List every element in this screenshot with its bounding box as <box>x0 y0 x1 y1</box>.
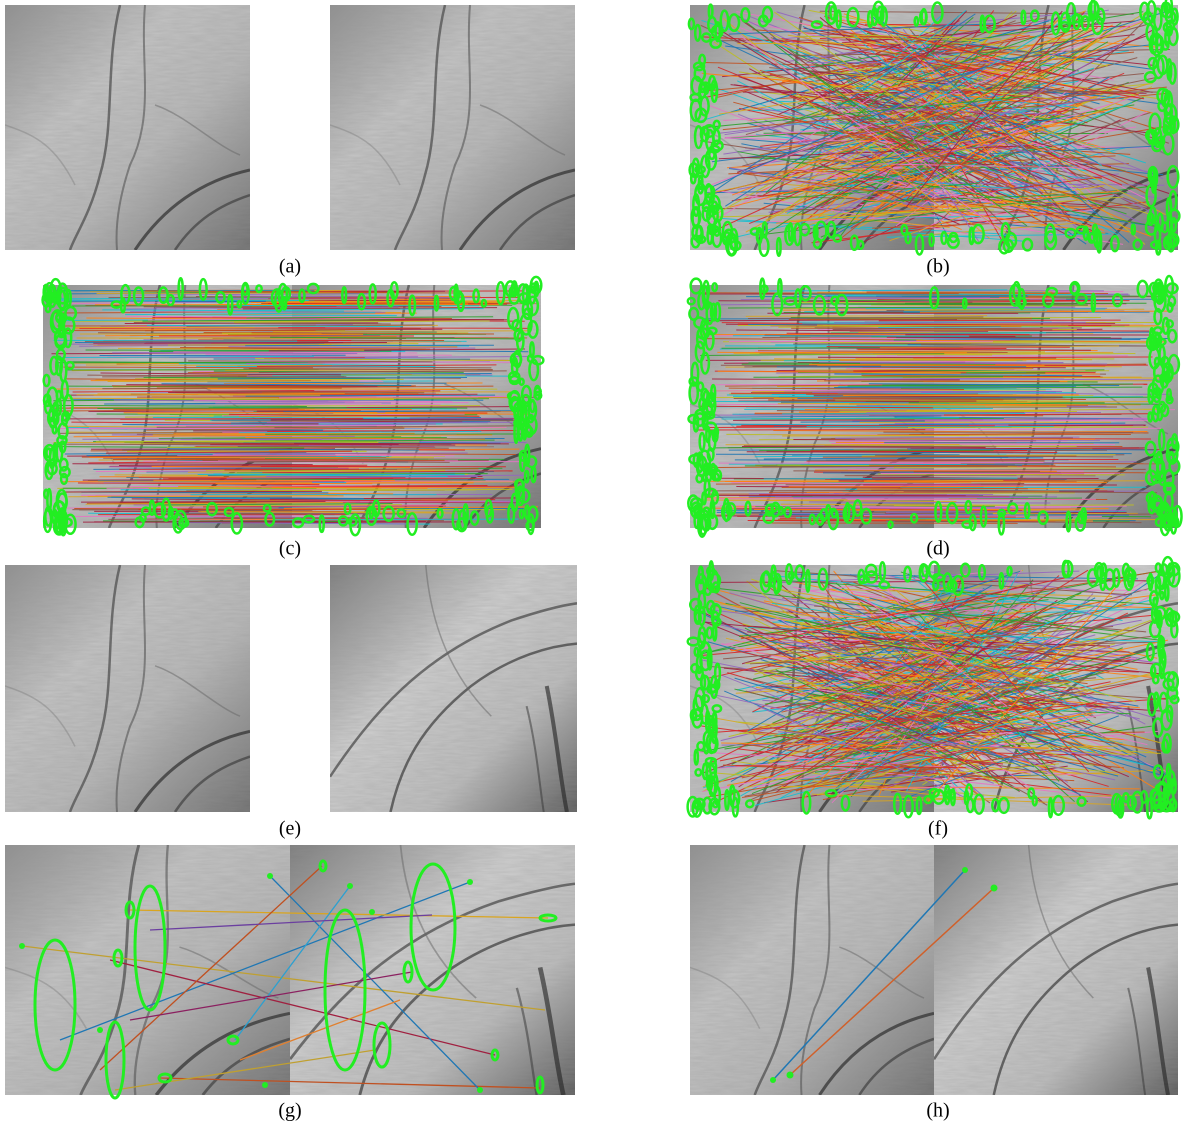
panel-label: (h) <box>926 1100 949 1122</box>
match-line <box>83 522 323 523</box>
palm-image <box>330 565 577 812</box>
palm-image <box>5 565 250 812</box>
match-line <box>919 402 1161 403</box>
match-line <box>63 482 312 483</box>
match-line <box>157 427 403 428</box>
match-line <box>63 398 319 399</box>
figure: (a) (b) (c) (d) (e) (f) (g) (h) <box>0 0 1183 1126</box>
match-line <box>215 453 468 454</box>
match-line <box>716 454 960 455</box>
panel-h <box>690 845 1178 1095</box>
panel-b <box>689 0 1179 256</box>
match-line <box>272 376 513 377</box>
match-line <box>827 347 1070 348</box>
match-line <box>753 377 1003 378</box>
match-line <box>72 516 318 517</box>
panel-label: (f) <box>928 818 948 840</box>
panel-d <box>688 276 1182 537</box>
panel-label: (d) <box>926 538 949 560</box>
panel-c <box>43 277 544 535</box>
match-line <box>219 304 468 305</box>
match-line <box>63 367 313 368</box>
panel-label: (a) <box>279 256 301 278</box>
match-line <box>196 460 445 461</box>
panel-label: (g) <box>278 1100 301 1122</box>
panel-label: (e) <box>279 818 301 840</box>
match-line <box>710 490 960 491</box>
match-line <box>746 297 999 298</box>
panel-g <box>5 845 575 1098</box>
page: (a) (b) (c) (d) (e) (f) (g) (h) (() => {… <box>0 0 1183 1126</box>
match-line <box>108 381 360 382</box>
match-line <box>273 519 518 520</box>
match-line <box>843 395 1079 396</box>
panel-f <box>688 557 1180 818</box>
match-line <box>770 485 1021 486</box>
match-line <box>278 328 531 329</box>
match-line <box>81 492 328 493</box>
match-line <box>64 491 322 492</box>
match-line <box>879 320 1121 321</box>
palm-image <box>690 845 934 1095</box>
palm-image <box>330 5 575 250</box>
palm-image <box>5 5 250 250</box>
panel-label: (b) <box>926 256 949 278</box>
match-line <box>153 417 410 418</box>
match-line <box>789 486 1024 487</box>
match-line <box>894 468 1133 469</box>
palm-image <box>934 845 1178 1095</box>
match-line <box>86 365 332 366</box>
panel-label: (c) <box>279 538 301 560</box>
match-line <box>749 494 993 495</box>
match-line <box>251 302 505 303</box>
match-line <box>81 501 325 502</box>
